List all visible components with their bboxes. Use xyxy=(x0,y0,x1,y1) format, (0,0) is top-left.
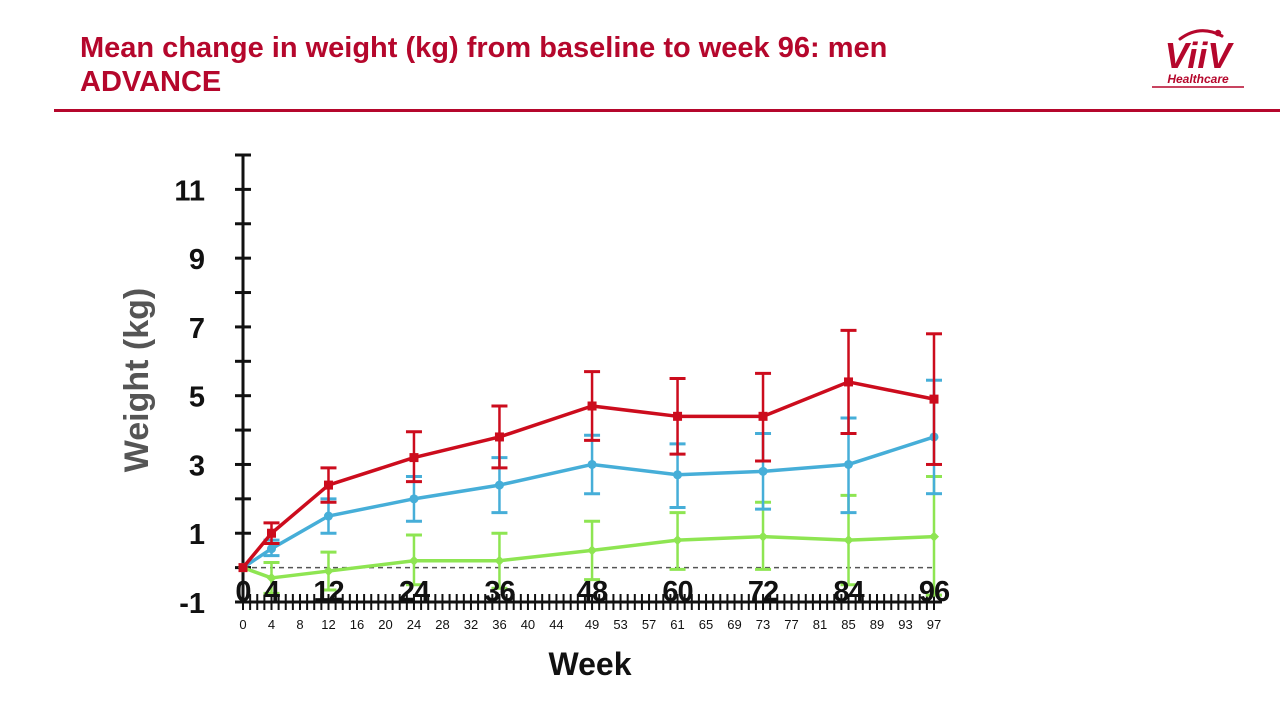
x-tick-label-bold: 4 xyxy=(264,576,280,608)
data-point-green xyxy=(266,572,277,583)
data-point-green xyxy=(843,535,854,546)
x-tick-label-small: 32 xyxy=(464,617,478,632)
header-divider xyxy=(54,109,1280,112)
x-tick-label-small: 73 xyxy=(756,617,770,632)
data-point-green xyxy=(758,531,769,542)
data-point-green xyxy=(929,531,939,542)
x-tick-label-small: 57 xyxy=(642,617,656,632)
viiv-logo-graphic: ViiV Healthcare xyxy=(1152,29,1244,88)
y-axis-title: Weight (kg) xyxy=(118,288,156,472)
y-tick-label: 5 xyxy=(189,382,205,414)
data-point-blue xyxy=(494,480,504,490)
data-point-blue xyxy=(587,459,597,469)
x-tick-label-small: 53 xyxy=(613,617,627,632)
x-tick-label-bold: 60 xyxy=(662,576,692,608)
data-point-red xyxy=(929,394,939,404)
y-tick-label: 7 xyxy=(189,313,205,345)
data-point-green xyxy=(408,555,419,566)
data-point-blue xyxy=(758,466,768,476)
x-tick-label-small: 77 xyxy=(784,617,798,632)
data-point-green xyxy=(323,566,334,577)
x-tick-label-small: 93 xyxy=(898,617,912,632)
data-point-red xyxy=(409,453,419,463)
x-tick-label-small: 4 xyxy=(268,617,275,632)
series-line-green xyxy=(242,534,935,580)
logo-dot xyxy=(1214,29,1222,37)
slide-title-line-1: Mean change in weight (kg) from baseline… xyxy=(80,32,888,64)
x-tick-label-small: 12 xyxy=(321,617,335,632)
data-point-green xyxy=(494,555,505,566)
data-point-red xyxy=(844,377,854,387)
data-point-blue xyxy=(266,544,276,554)
data-point-red xyxy=(238,563,248,573)
y-tick-label: 1 xyxy=(189,519,205,551)
series-blue xyxy=(238,378,942,573)
data-point-red xyxy=(587,401,597,411)
series-layer xyxy=(238,328,942,597)
x-tick-label-bold: 24 xyxy=(399,576,430,608)
series-red xyxy=(238,328,942,573)
x-tick-label-small: 24 xyxy=(407,617,421,632)
data-point-green xyxy=(672,535,683,546)
x-tick-label-small: 16 xyxy=(350,617,364,632)
y-tick-label: -1 xyxy=(179,588,205,620)
data-point-red xyxy=(673,411,683,421)
data-point-red xyxy=(323,480,333,490)
y-tick-label: 11 xyxy=(174,175,205,207)
slide-title: Mean change in weight (kg) from baseline… xyxy=(80,31,887,99)
x-tick-label-small: 69 xyxy=(727,617,741,632)
x-tick-label-small: 89 xyxy=(870,617,884,632)
data-point-blue xyxy=(409,494,419,504)
x-tick-label-small: 97 xyxy=(927,617,941,632)
viiv-logo: ViiV Healthcare xyxy=(1140,22,1260,102)
logo-wordmark: ViiV xyxy=(1165,35,1235,76)
data-point-blue xyxy=(844,459,854,469)
x-tick-label-small: 36 xyxy=(492,617,506,632)
data-point-blue xyxy=(323,511,333,521)
data-point-red xyxy=(494,432,504,442)
y-tick-label: 9 xyxy=(189,244,205,276)
x-tick-label-bold: 0 xyxy=(235,576,250,608)
x-tick-label-bold: 36 xyxy=(484,576,515,608)
x-tick-label-bold: 84 xyxy=(833,576,864,608)
data-point-blue xyxy=(673,470,683,480)
series-line-blue xyxy=(242,435,935,570)
x-tick-label-small: 85 xyxy=(841,617,855,632)
x-tick-label-small: 8 xyxy=(296,617,303,632)
x-tick-label-small: 44 xyxy=(549,617,563,632)
slide-title-line-2: ADVANCE xyxy=(80,66,222,98)
x-tick-label-bold: 48 xyxy=(577,576,608,608)
series-line-red xyxy=(241,380,935,569)
x-tick-label-small: 28 xyxy=(435,617,449,632)
x-tick-label-bold: 72 xyxy=(748,576,778,608)
x-tick-label-small: 81 xyxy=(813,617,827,632)
x-tick-label-small: 0 xyxy=(239,617,246,632)
x-tick-label-small: 40 xyxy=(521,617,535,632)
data-point-red xyxy=(758,411,768,421)
x-tick-label-bold: 12 xyxy=(313,576,343,608)
y-tick-label: 3 xyxy=(189,450,205,482)
logo-tagline: Healthcare xyxy=(1167,72,1229,86)
data-point-green xyxy=(587,545,598,556)
x-tick-label-small: 49 xyxy=(585,617,599,632)
x-tick-label-small: 65 xyxy=(699,617,713,632)
x-axis-title: Week xyxy=(548,646,631,682)
x-tick-label-small: 20 xyxy=(378,617,392,632)
axes-layer xyxy=(235,153,942,610)
x-tick-label-bold: 96 xyxy=(919,576,950,608)
data-point-red xyxy=(266,528,276,538)
x-tick-label-small: 61 xyxy=(670,617,684,632)
